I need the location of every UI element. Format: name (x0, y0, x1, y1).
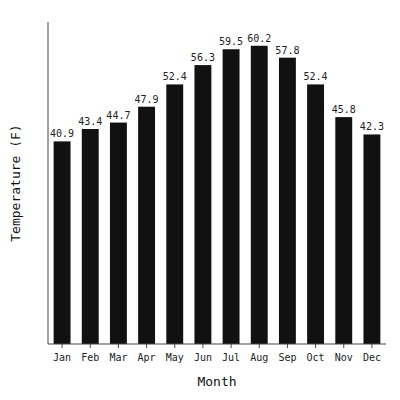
data-label: 52.4 (304, 71, 328, 82)
x-tick-label: May (166, 352, 184, 363)
data-label: 47.9 (135, 94, 159, 105)
data-label: 40.9 (50, 128, 74, 139)
x-tick (315, 344, 316, 348)
x-tick-label: Dec (363, 352, 381, 363)
x-tick-label: Apr (138, 352, 156, 363)
x-tick-label: Jul (222, 352, 240, 363)
bar (166, 84, 183, 344)
x-tick (231, 344, 232, 348)
x-tick-label: Sep (278, 352, 296, 363)
x-tick-label: Feb (81, 352, 99, 363)
bar (307, 84, 324, 344)
x-tick (146, 344, 147, 348)
bars (54, 46, 381, 344)
x-axis-line (48, 344, 386, 345)
bar (110, 123, 127, 344)
bar (223, 49, 240, 344)
data-label: 52.4 (163, 71, 187, 82)
x-tick (287, 344, 288, 348)
x-tick-label: Aug (250, 352, 268, 363)
data-labels: 40.9 43.4 44.7 47.9 52.4 56.3 59.5 60.2 57.8 52.4… (50, 33, 384, 140)
x-tick-label: Mar (109, 352, 127, 363)
data-label: 59.5 (219, 36, 243, 47)
x-tick-label: Jun (194, 352, 212, 363)
chart: 40.9 43.4 44.7 47.9 52.4 56.3 59.5 60.2 57.8 52.4… (0, 0, 400, 400)
data-label: 43.4 (78, 116, 102, 127)
x-tick-label: Jan (53, 352, 71, 363)
x-tick (202, 344, 203, 348)
x-tick (174, 344, 175, 348)
bar (82, 129, 99, 344)
x-tick-label: Nov (335, 352, 353, 363)
bar (279, 58, 296, 344)
bar (251, 46, 268, 344)
data-label: 57.8 (275, 45, 299, 56)
data-label: 42.3 (360, 121, 384, 132)
x-tick (343, 344, 344, 348)
data-label: 60.2 (247, 33, 271, 44)
x-tick (90, 344, 91, 348)
x-axis-label: Month (197, 374, 236, 389)
x-tick (62, 344, 63, 348)
x-tick (259, 344, 260, 348)
bar (363, 134, 380, 344)
data-label: 45.8 (332, 104, 356, 115)
bar (54, 141, 71, 344)
chart-container: 40.9 43.4 44.7 47.9 52.4 56.3 59.5 60.2 57.8 52.4… (0, 0, 400, 400)
x-tick (118, 344, 119, 348)
x-tick (371, 344, 372, 348)
y-axis-label: Temperature (F) (8, 124, 23, 241)
axes: Jan Feb Mar Apr May Jun Jul Aug Sep Oct Nov Dec (48, 22, 386, 363)
data-label: 56.3 (191, 52, 215, 63)
bar (138, 107, 155, 344)
bar (335, 117, 352, 344)
y-axis-line (48, 22, 49, 344)
bar (194, 65, 211, 344)
data-label: 44.7 (106, 110, 130, 121)
x-tick-label: Oct (307, 352, 325, 363)
